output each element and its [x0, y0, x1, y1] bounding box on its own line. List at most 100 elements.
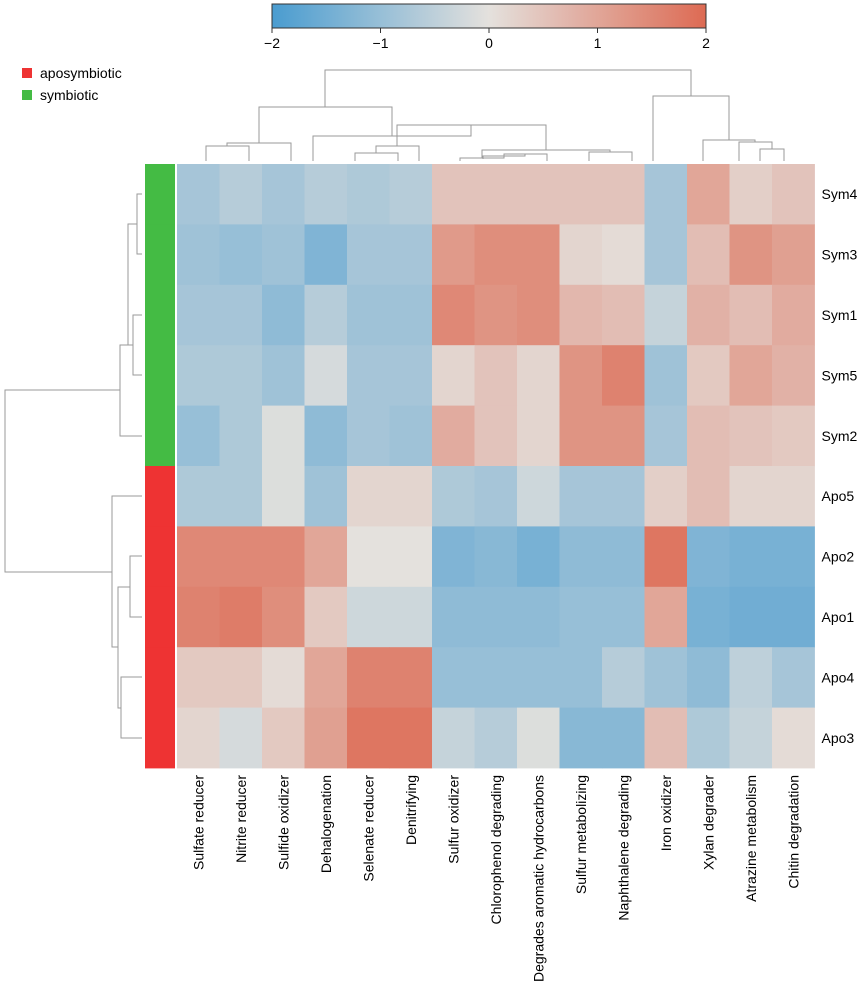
row-labels: Sym4 Sym3 Sym1 Sym5 Sym2 Apo5 Apo2 Apo1 Apo4 Apo3 — [822, 186, 858, 746]
column-label-5: Selenate reducer — [360, 775, 376, 882]
heatmap-cell-apo1-14 — [729, 586, 773, 648]
heatmap-cell-apo2-14 — [729, 526, 773, 588]
row-dendrogram-branch-1 — [136, 193, 142, 255]
heatmap-cell-apo1-5 — [347, 586, 390, 648]
group-cell-apo4 — [145, 647, 175, 708]
heatmap-cell-sym4-12 — [644, 164, 688, 225]
heatmap-cell-apo5-2 — [219, 466, 263, 527]
heatmap-cell-sym1-15 — [772, 284, 815, 346]
heatmap-cell-sym5-14 — [729, 345, 773, 406]
heatmap-cell-apo3-5 — [347, 707, 390, 769]
heatmap-cell-apo1-8 — [474, 586, 518, 648]
row-dendrogram-branch-8 — [111, 495, 142, 648]
heatmap-cell-sym1-12 — [644, 284, 688, 346]
heatmap-cell-sym2-11 — [602, 405, 645, 467]
heatmap-cell-apo2-4 — [304, 526, 348, 588]
heatmap-cell-apo4-6 — [389, 647, 433, 708]
heatmap-cell-apo5-3 — [262, 466, 305, 527]
heatmap-cell-sym3-2 — [219, 224, 263, 286]
column-label-7: Sulfur oxidizer — [445, 775, 461, 864]
heatmap-cell-sym2-4 — [304, 405, 348, 467]
heatmap-cell-sym4-10 — [559, 164, 603, 225]
heatmap-cell-apo1-10 — [559, 586, 603, 648]
heatmap-cell-apo5-6 — [389, 466, 433, 527]
row-dendrogram — [4, 193, 142, 739]
heatmap-cell-sym4-15 — [772, 164, 815, 225]
row-label-apo1: Apo1 — [822, 609, 855, 625]
heatmap-cell-apo1-13 — [687, 586, 730, 648]
heatmap-cell-apo3-11 — [602, 707, 645, 769]
heatmap-cell-sym1-11 — [602, 284, 645, 346]
column-label-6: Denitrifying — [403, 775, 419, 845]
heatmap-cell-sym5-7 — [432, 345, 475, 406]
heatmap-cell-apo2-2 — [219, 526, 263, 588]
group-cell-apo1 — [145, 586, 175, 648]
heatmap-cell-apo3-2 — [219, 707, 263, 769]
heatmap-cell-sym5-3 — [262, 345, 305, 406]
column-labels: Sulfate reducer Nitrite reducer Sulfide ox… — [190, 775, 801, 982]
heatmap-cell-sym4-3 — [262, 164, 305, 225]
column-dendrogram — [205, 69, 785, 161]
heatmap-cell-apo3-3 — [262, 707, 305, 769]
heatmap-cell-apo3-15 — [772, 707, 815, 769]
heatmap-cell-apo5-8 — [474, 466, 518, 527]
row-label-sym4: Sym4 — [822, 186, 858, 202]
colorbar-tick-label-1: −1 — [373, 35, 389, 51]
column-dendrogram-branch-1 — [354, 152, 399, 161]
heatmap-cell-sym3-14 — [729, 224, 773, 286]
heatmap-cell-sym5-8 — [474, 345, 518, 406]
column-label-4: Dehalogenation — [318, 775, 334, 873]
heatmap-cell-apo5-9 — [517, 466, 560, 527]
heatmap-cell-apo1-1 — [177, 586, 220, 648]
heatmap-cell-sym1-8 — [474, 284, 518, 346]
colorbar-tick-label-2: 0 — [485, 35, 493, 51]
heatmap-cell-sym2-1 — [177, 405, 220, 467]
heatmap-cell-sym2-2 — [219, 405, 263, 467]
group-cell-sym1 — [145, 284, 175, 346]
heatmap-cell-apo4-1 — [177, 647, 220, 708]
heatmap-cell-apo3-14 — [729, 707, 773, 769]
heatmap-cell-apo4-11 — [602, 647, 645, 708]
heatmap-cell-apo2-8 — [474, 526, 518, 588]
column-label-12: Iron oxidizer — [658, 775, 674, 852]
heatmap-cell-apo4-15 — [772, 647, 815, 708]
heatmap-cell-sym3-5 — [347, 224, 390, 286]
heatmap-cell-apo3-10 — [559, 707, 603, 769]
heatmap-cell-apo5-13 — [687, 466, 730, 527]
heatmap-cell-sym3-6 — [389, 224, 433, 286]
heatmap-cell-apo1-7 — [432, 586, 475, 648]
heatmap-cell-apo1-11 — [602, 586, 645, 648]
heatmap-cell-apo4-4 — [304, 647, 348, 708]
row-dendrogram-branch-5 — [129, 555, 142, 618]
heatmap-cell-sym3-11 — [602, 224, 645, 286]
heatmap-cell-sym4-2 — [219, 164, 263, 225]
column-dendrogram-branch-13 — [759, 148, 785, 161]
heatmap-cell-sym5-10 — [559, 345, 603, 406]
legend-swatch-symbiotic — [22, 90, 32, 100]
heatmap-cells — [177, 164, 815, 769]
heatmap-cell-apo5-15 — [772, 466, 815, 527]
group-cell-sym5 — [145, 345, 175, 406]
heatmap-cell-sym3-12 — [644, 224, 688, 286]
column-dendrogram-branch-9 — [205, 145, 250, 161]
heatmap-cell-apo2-12 — [644, 526, 688, 588]
legend-label-aposymbiotic: aposymbiotic — [40, 65, 122, 81]
colorbar-tick-label-4: 2 — [702, 35, 710, 51]
heatmap-cell-sym5-1 — [177, 345, 220, 406]
colorbar-tick-label-0: −2 — [264, 35, 280, 51]
heatmap-cell-sym3-1 — [177, 224, 220, 286]
heatmap-cell-apo2-1 — [177, 526, 220, 588]
column-dendrogram-branch-14 — [738, 141, 773, 161]
heatmap-cell-sym5-2 — [219, 345, 263, 406]
column-dendrogram-branch-6 — [588, 151, 633, 161]
heatmap-cell-apo5-11 — [602, 466, 645, 527]
heatmap-cell-apo5-14 — [729, 466, 773, 527]
row-label-sym2: Sym2 — [822, 428, 858, 444]
heatmap-cell-sym3-10 — [559, 224, 603, 286]
heatmap-cell-apo2-15 — [772, 526, 815, 588]
heatmap-cell-sym4-7 — [432, 164, 475, 225]
heatmap-cell-apo5-12 — [644, 466, 688, 527]
heatmap-cell-sym5-9 — [517, 345, 560, 406]
heatmap-cell-apo1-4 — [304, 586, 348, 648]
